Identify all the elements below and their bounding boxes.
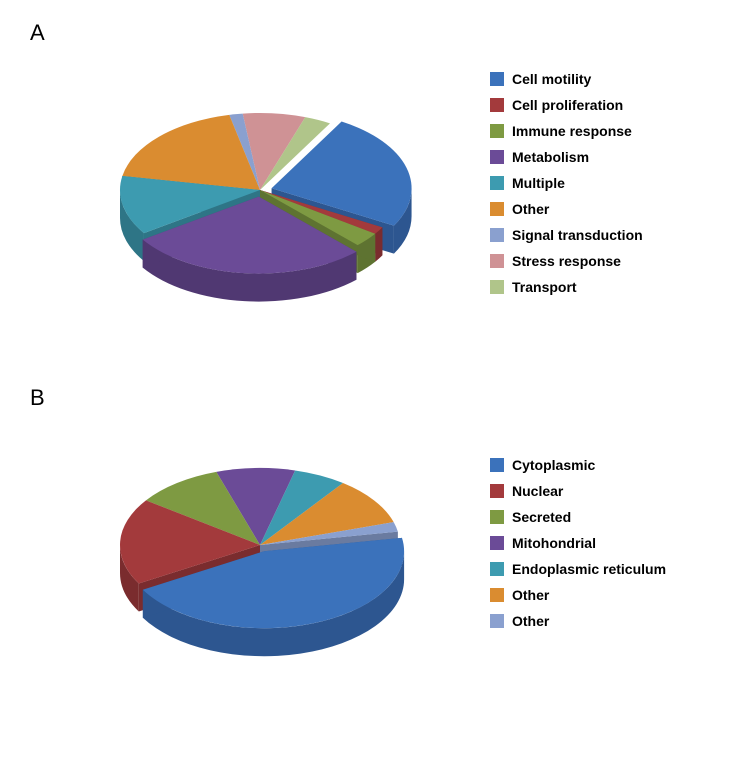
legend-label: Nuclear — [512, 483, 563, 499]
legend-item: Other — [490, 201, 736, 217]
legend-item: Stress response — [490, 253, 736, 269]
legend-label: Other — [512, 201, 549, 217]
pie-chart-a — [20, 30, 480, 340]
legend-item: Cell proliferation — [490, 97, 736, 113]
legend-label: Secreted — [512, 509, 571, 525]
panel-b-label: B — [30, 385, 45, 411]
legend-label: Other — [512, 587, 549, 603]
panel-b-row: Cytoplasmic Nuclear Secreted Mitohondrial En… — [20, 385, 736, 700]
legend-swatch — [490, 72, 504, 86]
legend-label: Multiple — [512, 175, 565, 191]
legend-label: Metabolism — [512, 149, 589, 165]
legend-label: Immune response — [512, 123, 632, 139]
legend-item: Cytoplasmic — [490, 457, 736, 473]
pie-chart-b — [20, 395, 480, 695]
panel-b: B Cytoplasmic Nuclear Secreted Mitohondrial… — [20, 385, 736, 700]
legend-swatch — [490, 254, 504, 268]
legend-swatch — [490, 228, 504, 242]
legend-swatch — [490, 614, 504, 628]
legend-label: Cell motility — [512, 71, 591, 87]
legend-label: Mitohondrial — [512, 535, 596, 551]
legend-label: Stress response — [512, 253, 621, 269]
legend-item: Secreted — [490, 509, 736, 525]
legend-item: Transport — [490, 279, 736, 295]
panel-a-row: Cell motility Cell proliferation Immune re… — [20, 20, 736, 345]
legend-label: Transport — [512, 279, 577, 295]
legend-swatch — [490, 588, 504, 602]
legend-item: Endoplasmic reticulum — [490, 561, 736, 577]
legend-swatch — [490, 562, 504, 576]
panel-b-chart — [20, 395, 480, 700]
legend-swatch — [490, 124, 504, 138]
legend-swatch — [490, 202, 504, 216]
legend-item: Metabolism — [490, 149, 736, 165]
legend-item: Other — [490, 587, 736, 603]
legend-swatch — [490, 176, 504, 190]
panel-a-chart — [20, 30, 480, 345]
legend-item: Cell motility — [490, 71, 736, 87]
legend-label: Endoplasmic reticulum — [512, 561, 666, 577]
legend-swatch — [490, 150, 504, 164]
legend-label: Signal transduction — [512, 227, 643, 243]
legend-swatch — [490, 510, 504, 524]
panel-a-legend: Cell motility Cell proliferation Immune re… — [490, 71, 736, 305]
legend-item: Nuclear — [490, 483, 736, 499]
legend-label: Other — [512, 613, 549, 629]
legend-label: Cell proliferation — [512, 97, 623, 113]
legend-item: Signal transduction — [490, 227, 736, 243]
legend-item: Immune response — [490, 123, 736, 139]
legend-swatch — [490, 536, 504, 550]
panel-b-legend: Cytoplasmic Nuclear Secreted Mitohondrial En… — [490, 457, 736, 639]
legend-item: Multiple — [490, 175, 736, 191]
legend-swatch — [490, 98, 504, 112]
legend-item: Mitohondrial — [490, 535, 736, 551]
legend-swatch — [490, 458, 504, 472]
panel-a: A Cell motility Cell proliferation Immune … — [20, 20, 736, 345]
legend-swatch — [490, 484, 504, 498]
panel-a-label: A — [30, 20, 45, 46]
legend-swatch — [490, 280, 504, 294]
legend-item: Other — [490, 613, 736, 629]
legend-label: Cytoplasmic — [512, 457, 595, 473]
